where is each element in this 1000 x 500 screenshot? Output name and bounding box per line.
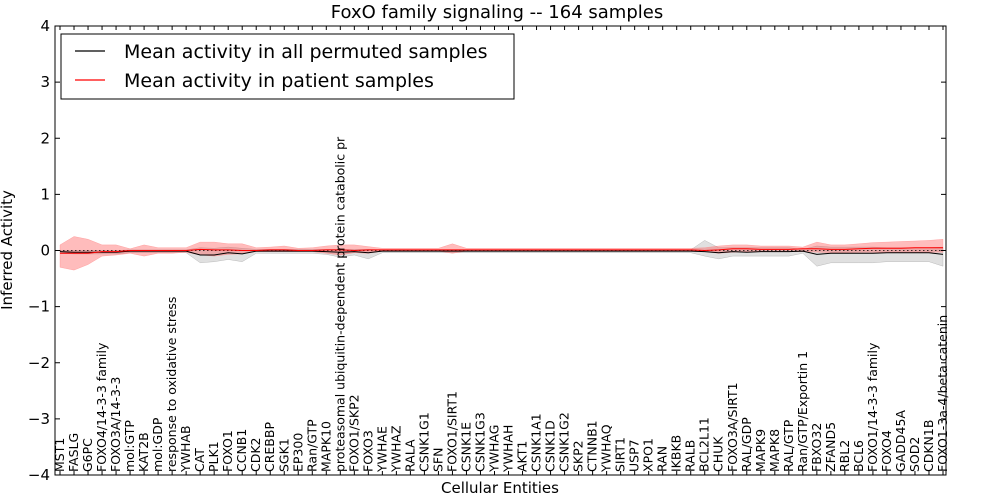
entity-label: CREBBP bbox=[262, 422, 277, 472]
entity-label: RAN bbox=[655, 446, 670, 472]
y-tick-label: 0 bbox=[40, 242, 50, 260]
entity-label: RAL/GTP bbox=[781, 419, 796, 472]
y-tick-label: −2 bbox=[28, 354, 50, 372]
entity-label: BCL2L11 bbox=[697, 417, 712, 472]
legend-label: Mean activity in all permuted samples bbox=[124, 41, 487, 63]
entity-label: CSNK1G3 bbox=[473, 412, 488, 472]
entity-label: response to oxidative stress bbox=[164, 297, 179, 472]
entity-label: Ran/GTP bbox=[304, 419, 319, 472]
entity-label: FOXO1/SKP2 bbox=[346, 394, 361, 472]
entity-label: RBL2 bbox=[837, 440, 852, 472]
y-tick-label: −3 bbox=[28, 410, 50, 428]
entity-label: CAT bbox=[192, 448, 207, 472]
entity-label: CSNK1D bbox=[543, 420, 558, 472]
entity-label: YWHAB bbox=[178, 425, 193, 473]
entity-label: PLK1 bbox=[206, 441, 221, 472]
y-tick-label: −1 bbox=[28, 298, 50, 316]
entity-label: FOXO4/14-3-3 family bbox=[94, 342, 109, 472]
y-tick-label: −4 bbox=[28, 466, 50, 484]
entity-label: FOXO3A/14-3-3 bbox=[108, 377, 123, 472]
entity-label: mol:GTP bbox=[122, 420, 137, 472]
entity-label: MAPK9 bbox=[753, 429, 768, 472]
entity-label: ZFAND5 bbox=[823, 422, 838, 472]
entity-label: YWHAG bbox=[487, 425, 502, 473]
entity-label: USP7 bbox=[627, 439, 642, 472]
entity-label: FOXO1/SIRT1 bbox=[444, 391, 459, 472]
entity-label: CDK2 bbox=[248, 437, 263, 472]
entity-label: CTNNB1 bbox=[585, 420, 600, 472]
entity-label: CDKN1B bbox=[921, 420, 936, 472]
y-tick-label: 2 bbox=[40, 129, 50, 147]
entity-label: mol:GDP bbox=[150, 417, 165, 472]
entity-label: KAT2B bbox=[136, 432, 151, 472]
entity-label: FBXO32 bbox=[809, 423, 824, 472]
entity-label: SGK1 bbox=[276, 438, 291, 472]
entity-label: SKP2 bbox=[571, 440, 586, 472]
entity-label: FASLG bbox=[66, 433, 81, 472]
entity-label: SFN bbox=[430, 448, 445, 472]
legend-box bbox=[60, 33, 515, 100]
entity-label: BCL6 bbox=[851, 440, 866, 472]
entity-label: RALB bbox=[683, 440, 698, 472]
entity-label: SOD2 bbox=[907, 437, 922, 472]
entity-label: AKT1 bbox=[515, 441, 530, 472]
y-tick-label: 3 bbox=[40, 73, 50, 91]
entity-label: Ran/GTP/Exportin 1 bbox=[795, 351, 810, 472]
entity-label: CSNK1G2 bbox=[557, 412, 572, 472]
y-tick-label: 4 bbox=[40, 17, 50, 35]
entity-label: GADD45A bbox=[893, 410, 908, 472]
chart-title: FoxO family signaling -- 164 samples bbox=[331, 2, 663, 23]
entity-label: FOXO4 bbox=[879, 430, 894, 472]
entity-label: MAPK8 bbox=[767, 429, 782, 472]
entity-label: RAL/GDP bbox=[739, 417, 754, 472]
entity-label: FOXO1/14-3-3 family bbox=[865, 342, 880, 472]
series-line-1 bbox=[60, 247, 943, 254]
entity-label: MAPK10 bbox=[318, 421, 333, 472]
entity-label: FOXO1 bbox=[220, 430, 235, 472]
entity-label: CHUK bbox=[711, 436, 726, 472]
entity-label: CCNB1 bbox=[234, 429, 249, 472]
entity-label: XPO1 bbox=[641, 438, 656, 472]
entity-label: MST1 bbox=[52, 438, 67, 472]
entity-label: CSNK1G1 bbox=[416, 412, 431, 472]
entity-label: YWHAZ bbox=[388, 425, 403, 473]
entity-label: YWHAQ bbox=[599, 424, 614, 473]
entity-label: proteasomal ubiquitin-dependent protein … bbox=[332, 136, 347, 472]
y-tick-label: 1 bbox=[40, 185, 50, 203]
entity-label: G6PC bbox=[80, 438, 95, 472]
legend: Mean activity in all permuted samples Mea… bbox=[60, 33, 515, 100]
entity-label: CSNK1E bbox=[459, 422, 474, 472]
legend-label: Mean activity in patient samples bbox=[124, 70, 434, 92]
entity-label: RALA bbox=[402, 439, 417, 472]
entity-label: FOXO1-3a-4/beta catenin bbox=[935, 315, 950, 472]
entity-label: IKBKB bbox=[669, 435, 684, 472]
x-axis-label: Cellular Entities bbox=[441, 479, 559, 497]
entity-label: EP300 bbox=[290, 433, 305, 472]
entity-label: YWHAH bbox=[501, 425, 516, 473]
entity-label: FOXO3A/SIRT1 bbox=[725, 382, 740, 472]
entity-label: YWHAE bbox=[374, 426, 389, 473]
entity-label: FOXO3 bbox=[360, 430, 375, 472]
entity-label: CSNK1A1 bbox=[529, 413, 544, 472]
entity-label: SIRT1 bbox=[613, 437, 628, 472]
y-axis-label: Inferred Activity bbox=[0, 190, 16, 310]
series-line-0 bbox=[59, 250, 944, 256]
